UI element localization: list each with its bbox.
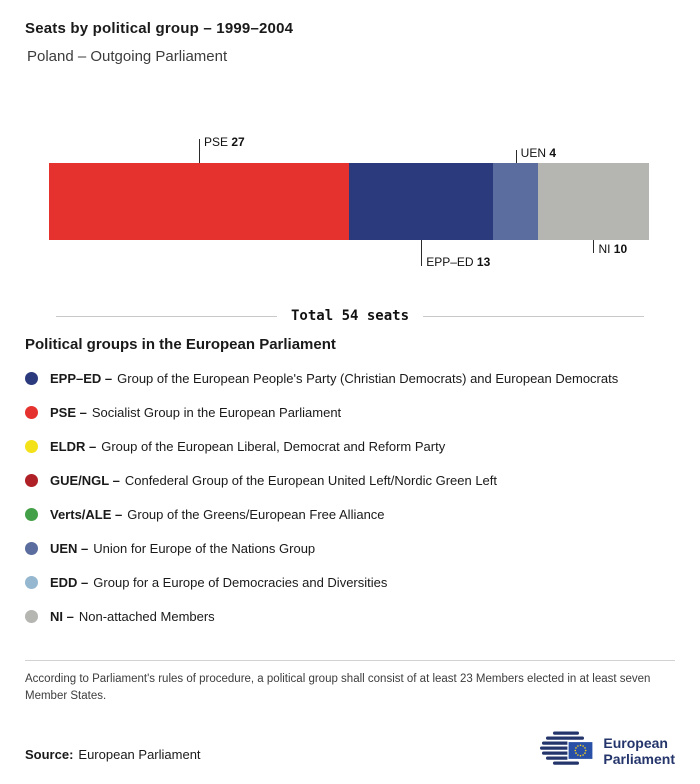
- label-tick-NI: [593, 240, 595, 253]
- legend-dot-icon: [25, 575, 38, 589]
- legend-item: NI – Non-attached Members: [25, 606, 618, 626]
- legend-item: EPP–ED – Group of the European People's P…: [25, 368, 618, 388]
- legend-dot-icon: [25, 405, 38, 419]
- legend-item-label: Verts/ALE – Group of the Greens/European …: [50, 506, 385, 522]
- legend-item-label: GUE/NGL – Confederal Group of the Europea…: [50, 472, 498, 488]
- bar-segment-NI[interactable]: [537, 163, 649, 240]
- legend-item: GUE/NGL – Confederal Group of the Europea…: [25, 470, 618, 490]
- legend-item: EDD – Group for a Europe of Democracies a…: [25, 572, 618, 592]
- ep-logo-line2: Parliament: [603, 751, 675, 767]
- total-right-line: [423, 315, 645, 317]
- page-title: Seats by political group – 1999–2004: [25, 20, 294, 37]
- legend-dot-icon: [25, 541, 38, 555]
- legend-dot-icon: [25, 439, 38, 453]
- source-label: Source:: [25, 747, 74, 762]
- legend-item: Verts/ALE – Group of the Greens/European …: [25, 504, 618, 524]
- legend-item-label: NI – Non-attached Members: [50, 608, 215, 624]
- ep-logo-text: European Parliament: [603, 735, 675, 767]
- bar-label-EPP–ED: EPP–ED 13: [426, 255, 491, 269]
- legend-dot-icon: [25, 473, 38, 487]
- source-value: European Parliament: [78, 747, 201, 762]
- legend-item: UEN – Union for Europe of the Nations Gro…: [25, 538, 618, 558]
- legend-item-label: ELDR – Group of the European Liberal, Dem…: [50, 438, 446, 454]
- total-seats-row: Total 54 seats: [56, 308, 645, 324]
- legend-dot-icon: [25, 609, 38, 623]
- total-left-line: [56, 315, 277, 317]
- bar-label-PSE: PSE 27: [204, 135, 245, 149]
- label-tick-PSE: [199, 139, 200, 163]
- source-line: Source: European Parliament: [25, 747, 201, 762]
- legend-item-label: EPP–ED – Group of the European People's P…: [50, 370, 619, 386]
- footnote-text: According to Parliament's rules of proce…: [25, 673, 651, 702]
- legend-item-label: PSE – Socialist Group in the European Par…: [50, 404, 342, 420]
- legend-list: EPP–ED – Group of the European People's P…: [25, 368, 618, 640]
- bar-label-UEN: UEN 4: [520, 146, 557, 160]
- stacked-bar: [49, 163, 649, 240]
- legend-item-label: UEN – Union for Europe of the Nations Gro…: [50, 540, 316, 556]
- footnote-divider: [25, 660, 675, 661]
- ep-logo-line1: European: [603, 734, 668, 751]
- ep-hemicycle-flag-icon: [537, 730, 595, 772]
- stacked-bar-chart: PSE 27 EPP–ED 13 UEN 4 NI 10: [49, 123, 649, 278]
- legend-dot-icon: [25, 507, 38, 521]
- bar-segment-UEN[interactable]: [493, 163, 538, 240]
- legend-item: PSE – Socialist Group in the European Par…: [25, 402, 618, 422]
- label-tick-UEN: [515, 150, 517, 163]
- european-parliament-logo[interactable]: European Parliament: [537, 730, 675, 772]
- bar-segment-EPP–ED[interactable]: [349, 163, 494, 240]
- bar-label-NI: NI 10: [598, 242, 628, 256]
- page-subtitle: Poland – Outgoing Parliament: [27, 48, 228, 65]
- legend-dot-icon: [25, 371, 38, 385]
- legend-heading: Political groups in the European Parliam…: [25, 336, 336, 353]
- legend-item-label: EDD – Group for a Europe of Democracies a…: [50, 574, 388, 590]
- bar-segment-PSE[interactable]: [49, 163, 349, 240]
- footer: Source: European Parliament: [25, 724, 675, 772]
- label-tick-EPP–ED: [421, 240, 423, 266]
- total-seats-label: Total 54 seats: [291, 308, 410, 324]
- legend-item: ELDR – Group of the European Liberal, Dem…: [25, 436, 618, 456]
